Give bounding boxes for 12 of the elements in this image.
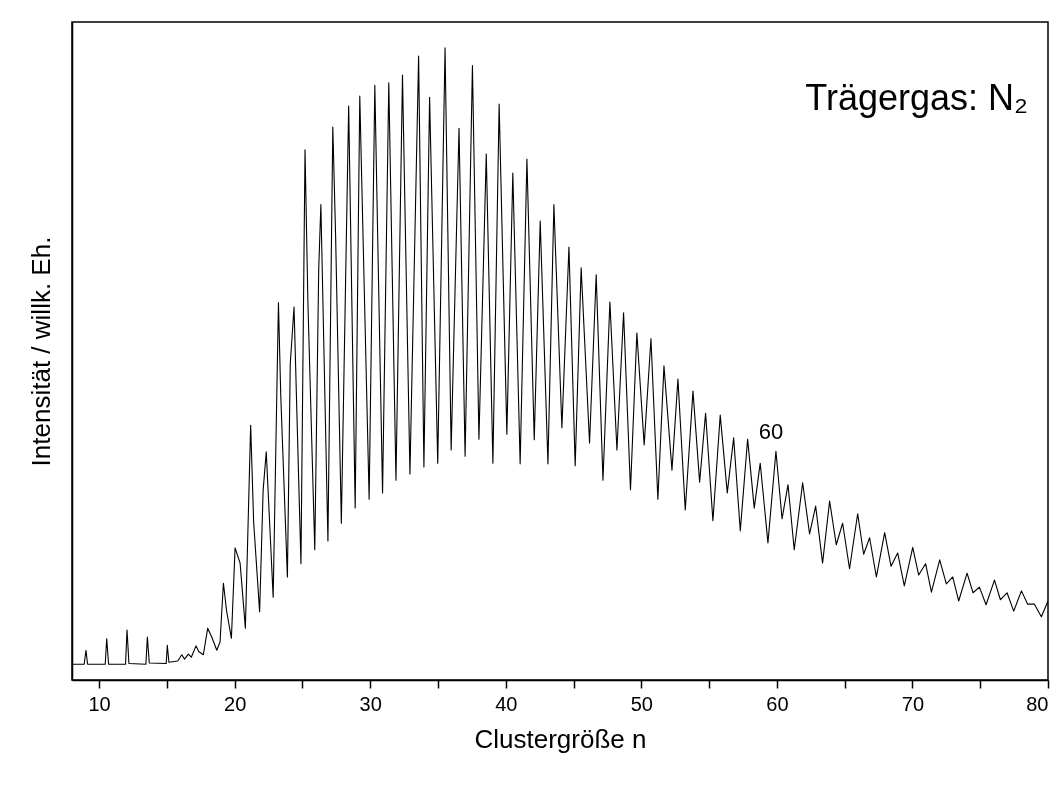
y-axis-title: Intensität / willk. Eh. (25, 236, 56, 467)
annotation: 60 (758, 419, 784, 445)
x-tick-label: 60 (766, 692, 789, 715)
annotation: Trägergas: N₂ (805, 77, 1028, 118)
x-tick-label: 80 (1026, 692, 1049, 715)
x-tick-label: 20 (224, 692, 247, 715)
x-tick-label: 10 (88, 692, 111, 715)
x-tick-label: 50 (630, 692, 653, 715)
x-tick-label: 30 (359, 692, 382, 715)
x-axis-title: Clustergröße n (474, 723, 647, 754)
x-tick-label: 40 (495, 692, 518, 715)
x-tick-label: 70 (901, 692, 925, 715)
